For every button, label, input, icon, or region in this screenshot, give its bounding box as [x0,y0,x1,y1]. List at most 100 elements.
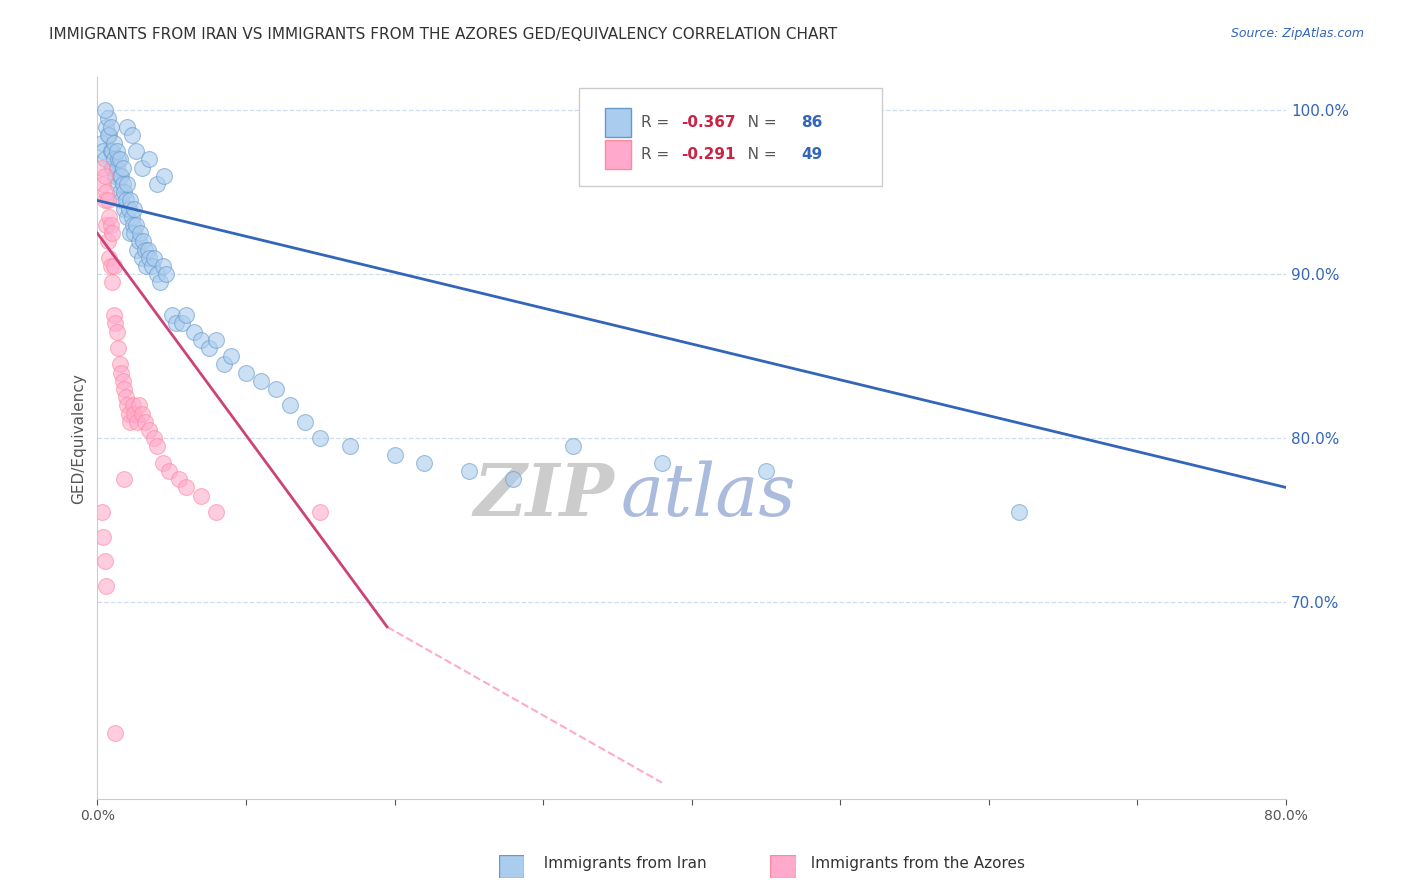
Point [103,153,125,167]
Point [105,325,128,339]
Point [146,177,169,191]
Point [167,472,190,486]
Point [104,169,127,183]
Point [205,505,228,519]
Text: -0.291: -0.291 [681,147,735,162]
Point [94,194,117,208]
Point [131,407,153,421]
Point [114,390,136,404]
Point [146,440,169,454]
Point [157,464,180,478]
Point [280,399,302,413]
Point [108,153,131,167]
Point [212,358,235,372]
Point [91,530,114,544]
Point [110,169,132,183]
Point [339,440,361,454]
Point [294,415,316,429]
Text: R =: R = [641,115,673,130]
Point [98,251,121,265]
Point [309,431,332,445]
Point [105,161,128,175]
Point [103,259,125,273]
Point [135,259,157,273]
Point [457,464,479,478]
Point [129,226,152,240]
Point [128,399,150,413]
Point [96,579,118,593]
Text: N =: N = [734,147,782,162]
Point [108,169,131,183]
Point [146,267,169,281]
Point [101,161,124,175]
Point [98,210,121,224]
Point [108,358,131,372]
Point [1007,505,1029,519]
Point [96,120,118,134]
Point [94,169,117,183]
Point [149,276,172,290]
Text: Immigrants from the Azores: Immigrants from the Azores [801,856,1025,871]
Point [90,505,112,519]
Point [94,153,117,167]
Point [121,128,143,142]
Text: 49: 49 [801,147,823,162]
Point [101,276,124,290]
Point [118,415,141,429]
Text: -0.367: -0.367 [681,115,735,130]
Y-axis label: GED/Equivalency: GED/Equivalency [72,373,86,504]
Point [110,366,132,380]
Point [91,177,114,191]
Point [197,341,219,355]
Point [128,235,150,249]
Point [219,349,242,363]
Point [115,399,138,413]
Point [98,128,121,142]
Point [309,505,332,519]
Text: Source: ZipAtlas.com: Source: ZipAtlas.com [1230,27,1364,40]
Point [125,218,148,232]
Point [110,194,132,208]
Point [155,267,177,281]
Point [112,382,135,396]
Point [90,136,112,150]
Point [107,153,129,167]
Point [131,161,153,175]
Point [138,153,160,167]
Point [104,317,127,331]
Text: IMMIGRANTS FROM IRAN VS IMMIGRANTS FROM THE AZORES GED/EQUIVALENCY CORRELATION C: IMMIGRANTS FROM IRAN VS IMMIGRANTS FROM … [49,27,838,42]
Point [115,210,138,224]
Point [142,431,165,445]
Point [152,456,174,470]
Point [112,186,135,200]
Point [160,308,183,322]
Point [122,218,145,232]
Point [134,243,156,257]
Point [100,259,122,273]
Point [103,136,125,150]
Point [94,554,117,568]
Point [134,415,156,429]
Point [118,194,141,208]
Point [105,177,128,191]
Point [108,186,131,200]
FancyBboxPatch shape [579,88,882,186]
Point [121,210,143,224]
Point [127,243,149,257]
Point [205,333,228,347]
Text: 86: 86 [801,115,823,130]
Point [249,374,271,388]
Point [170,317,193,331]
Point [165,317,187,331]
Point [111,161,134,175]
Point [183,325,205,339]
Point [153,169,176,183]
Point [100,120,122,134]
Point [131,251,153,265]
Point [112,472,135,486]
Bar [605,140,631,169]
Point [97,194,120,208]
Point [152,259,174,273]
Point [136,243,159,257]
Point [96,218,118,232]
